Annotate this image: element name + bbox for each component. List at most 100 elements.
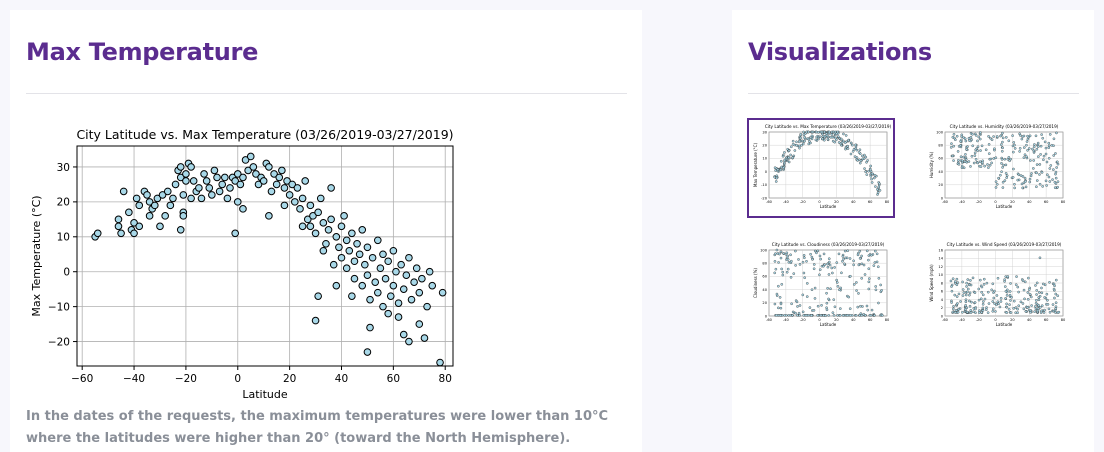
thumbnail-x-tick: 40 [1027,200,1032,204]
thumbnail-point [1056,294,1060,298]
thumbnail-y-tick: 100 [760,248,768,252]
data-point [399,330,408,339]
thumbnail-point [775,314,778,317]
thumbnail-point [864,155,868,159]
thumbnail-point [833,130,837,134]
thumbnail-point [1005,176,1008,179]
thumbnail-point [968,293,971,297]
thumbnail-point [814,138,818,142]
thumbnail-point [848,257,852,260]
thumbnail-x-tick: 60 [1044,318,1049,322]
data-point [355,250,364,259]
thumbnail-point [877,185,881,189]
thumbnail-point [837,141,841,144]
thumbnail-x-tick: -60 [766,318,773,322]
thumbnail-point [1048,310,1052,314]
data-point [156,222,164,231]
thumbnail-point [978,160,982,164]
thumbnail-point [977,135,981,139]
thumbnail-point [1056,162,1060,166]
thumbnail-max-temperature[interactable]: City Latitude vs. Max Temperature (03/26… [747,118,895,218]
thumbnail-point [1004,136,1008,139]
thumbnail-point [993,302,996,305]
thumbnail-point [961,280,964,284]
data-point [428,281,437,290]
thumbnail-point [809,136,813,139]
data-point [381,274,390,283]
data-point [311,316,320,325]
thumbnail-point [849,141,853,145]
data-point [241,156,250,164]
data-point [283,177,291,185]
thumbnail-point [854,143,857,147]
thumbnail-point [782,252,785,255]
data-point [130,229,138,238]
thumbnail-point [1014,283,1018,286]
thumbnail-point [809,252,812,256]
thumbnail-point [797,258,800,261]
data-point [231,229,239,238]
data-point [179,191,188,199]
thumbnail-point [961,311,964,314]
thumbnail-point [1046,173,1049,176]
thumbnail-point [841,255,845,258]
data-point [314,208,322,217]
thumbnail-point [831,271,834,275]
thumbnail-point [839,142,843,146]
data-point [412,264,421,273]
thumbnail-point [1000,162,1003,165]
thumbnail-point [1042,311,1046,314]
thumbnail-point [1024,180,1027,183]
thumbnail-point [987,135,990,138]
thumbnail-point [1026,134,1029,138]
thumbnail-point [843,249,847,253]
data-point [366,295,374,304]
thumbnail-point [803,276,806,279]
thumbnail-point [855,281,858,284]
thumbnail-point [1033,143,1036,146]
thumbnail-point [790,302,793,306]
data-point [132,194,141,203]
thumbnail-point [1037,296,1041,299]
thumbnail-point [971,144,975,148]
thumbnail-point [1038,173,1041,176]
data-point [179,212,188,220]
thumbnail-point [1024,310,1028,313]
thumbnail-point [820,132,824,136]
thumbnail-humidity[interactable]: City Latitude vs. Humidity (03/26/2019-0… [923,118,1071,218]
thumbnail-point [967,139,971,142]
thumbnail-point [984,308,988,311]
thumbnail-point [994,156,998,159]
thumbnail-point [878,182,881,186]
data-point [145,212,154,220]
data-point [340,212,348,220]
thumbnail-point [826,262,829,266]
thumbnail-wind-speed[interactable]: City Latitude vs. Wind Speed (03/26/2019… [923,236,1071,336]
thumbnail-title: City Latitude vs. Wind Speed (03/26/2019… [947,242,1062,247]
thumbnail-point [972,161,976,165]
thumbnail-point [998,305,1002,309]
thumbnail-point [873,261,877,264]
data-point [187,163,195,171]
thumbnail-point [862,313,866,316]
thumbnail-point [779,302,783,306]
data-point [218,180,227,189]
thumbnail-point [987,143,991,146]
data-point [337,222,346,231]
thumbnail-point [1001,140,1004,144]
data-point [150,201,159,210]
x-tick-label: 0 [234,373,241,385]
thumbnail-point [997,302,1000,306]
thumbnail-point [997,176,1000,180]
thumbnail-point [789,253,792,257]
thumbnail-point [828,263,832,267]
thumbnail-point [1017,304,1020,308]
thumbnail-point [1054,311,1057,314]
thumbnail-point [956,310,960,314]
thumbnail-point [1013,147,1017,150]
thumbnail-point [962,166,966,170]
data-point [410,278,418,286]
thumbnail-point [1001,150,1004,153]
thumbnail-cloudiness[interactable]: City Latitude vs. Cloudiness (03/26/2019… [747,236,895,336]
data-point [135,222,144,231]
